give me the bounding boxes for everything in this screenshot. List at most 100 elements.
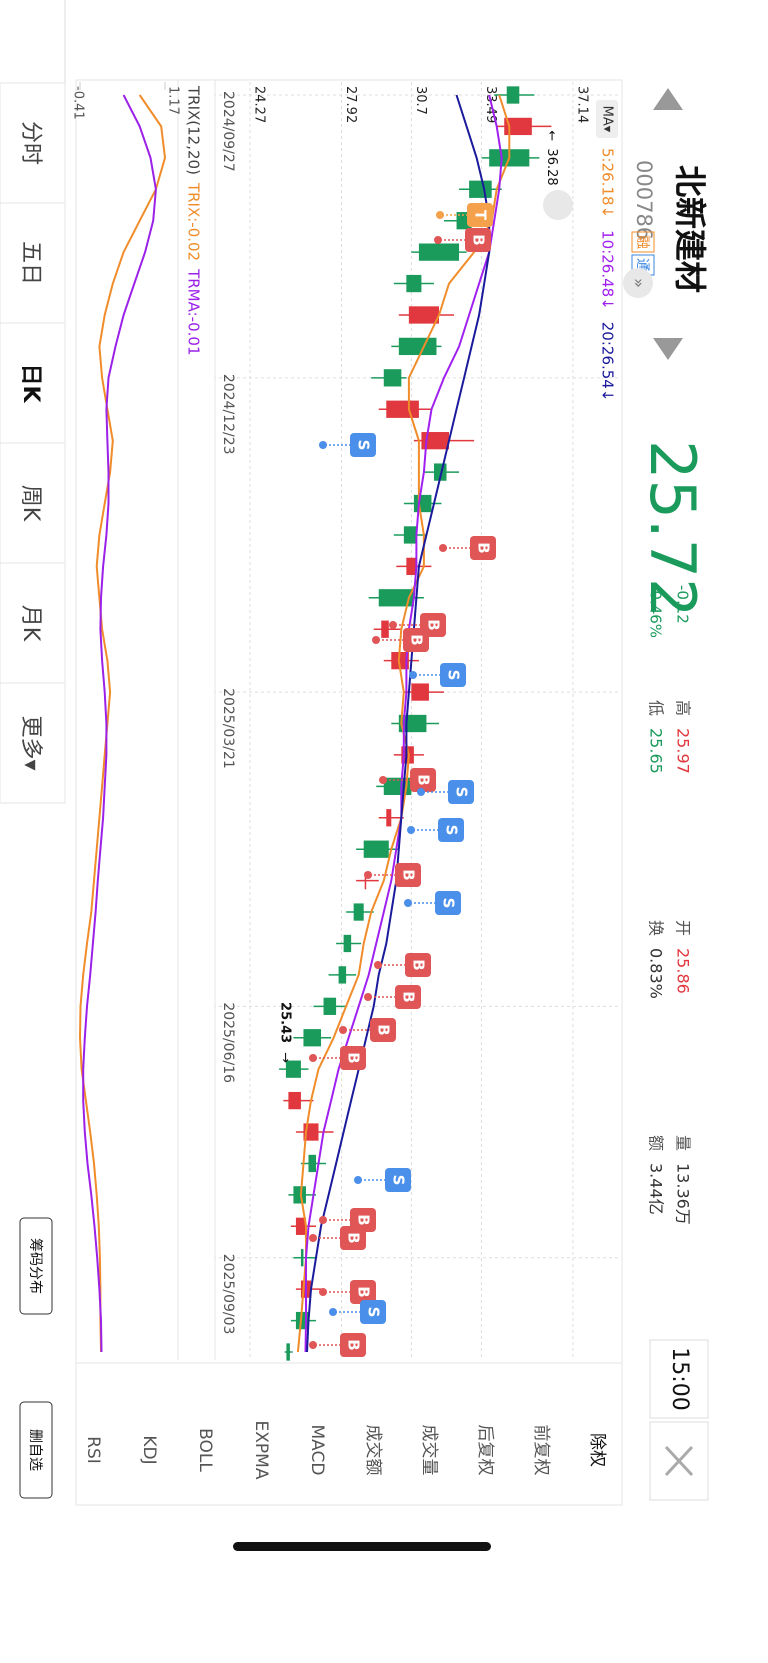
trade-marker-label: S [390,1175,408,1186]
candle-body [413,494,432,513]
close-icon [664,1445,694,1477]
candle-body [421,432,450,450]
trade-marker [438,818,464,842]
candle-body [469,180,492,198]
indicator-option[interactable]: MACD [307,1425,327,1476]
indicator-option[interactable]: EXPMA [251,1421,271,1480]
marker-dot [364,993,372,1001]
candle-body [504,117,532,136]
indicator-option[interactable]: 后复权 [475,1425,495,1476]
stat-label: 换 [647,920,666,936]
x-tick-label: 2024/12/23 [220,374,236,455]
time-box [649,1339,709,1419]
indicator-option[interactable]: RSI [83,1436,103,1464]
marker-dot [417,788,425,796]
indicator-option[interactable]: 成交量 [419,1425,439,1476]
ma-button[interactable] [596,100,618,138]
trade-marker [435,891,461,915]
next-stock[interactable] [653,338,683,360]
badge: 融 [634,235,650,249]
indicator-option[interactable]: KDJ [139,1435,159,1464]
candle-body [303,1029,322,1047]
trade-marker [350,433,376,457]
y-tick-label: -0.41 [71,86,86,120]
marker-dot [309,1234,317,1242]
trade-marker-label: B [400,869,418,880]
indicator-option[interactable]: BOLL [195,1428,215,1472]
tab-label: 分时 [18,121,43,165]
stat-value: 0.83% [647,948,666,999]
trade-marker-label: B [410,959,428,970]
marker-dot [364,871,372,879]
candle-body [408,306,439,324]
trade-marker-label: B [355,1214,373,1225]
trade-marker [340,1333,366,1357]
candle-body [391,652,409,670]
stat-label: 量 [674,1135,693,1151]
indicator-option[interactable]: 除权 [587,1433,607,1467]
candle-body [295,1217,306,1235]
trade-marker [370,1018,396,1042]
stat-value: 25.65 [647,728,666,774]
marker-dot [309,1054,317,1062]
trade-marker [405,953,431,977]
candle-body [506,86,520,104]
button[interactable] [19,1217,53,1315]
trade-marker [340,1046,366,1070]
y-tick-label: 24.27 [252,86,267,123]
change: -0.12 [674,585,692,624]
trade-marker [440,663,466,687]
trade-marker-label: S [453,787,471,798]
indicator-line [78,94,167,1353]
collapse-icon[interactable] [543,190,573,220]
trade-marker-label: B [375,1024,393,1035]
stat-value: 3.44亿 [647,1163,666,1215]
candle-body [398,337,437,356]
candle-body [406,557,417,576]
expand-glyph: » [630,278,649,288]
marker-dot [379,776,387,784]
trade-marker-label: B [475,542,493,553]
tab[interactable] [0,682,66,804]
marker-dot [329,1308,337,1316]
y-tick-label: 37.14 [575,86,590,123]
candle-body [286,1343,290,1361]
stat-label: 额 [647,1135,666,1151]
badge-box [631,231,655,253]
candle-body [406,274,422,293]
button[interactable] [19,1401,53,1499]
button-label: 筹码分布 [27,1238,44,1294]
candle-body [381,620,389,638]
marker-dot [434,236,442,244]
home-indicator [233,1542,491,1551]
trade-marker [340,1226,366,1250]
x-tick-label: 2025/03/21 [220,688,236,769]
arrow: ← [544,130,559,141]
stat-value: 25.86 [674,948,693,994]
y-tick-label: 33.49 [483,86,498,123]
expand-icon[interactable] [623,268,653,298]
legend-entry: TRMA:-0.01 [185,268,203,355]
candle-body [300,1249,304,1267]
indicator-option[interactable]: 成交额 [363,1425,383,1476]
candle-body [418,243,460,261]
y-tick-label: 1.17 [166,86,181,115]
prev-stock[interactable] [653,88,683,110]
tab-label: 五日 [18,241,43,285]
trade-marker-label: S [355,440,373,451]
change-pct: -0.46% [647,585,665,638]
trade-marker-label: S [445,670,463,681]
trade-marker-label: S [443,825,461,836]
candle-body [411,683,429,701]
ma-line [306,94,491,1353]
candle-body [308,1154,317,1173]
trade-marker-label: B [408,634,426,645]
trade-marker-label: B [415,774,433,785]
ma-button-label: MA▾ [600,106,615,133]
indicator-option[interactable]: 前复权 [531,1425,551,1476]
trade-marker-label: B [355,1286,373,1297]
trade-marker-label: B [400,991,418,1002]
price: 25.72 [636,440,709,618]
